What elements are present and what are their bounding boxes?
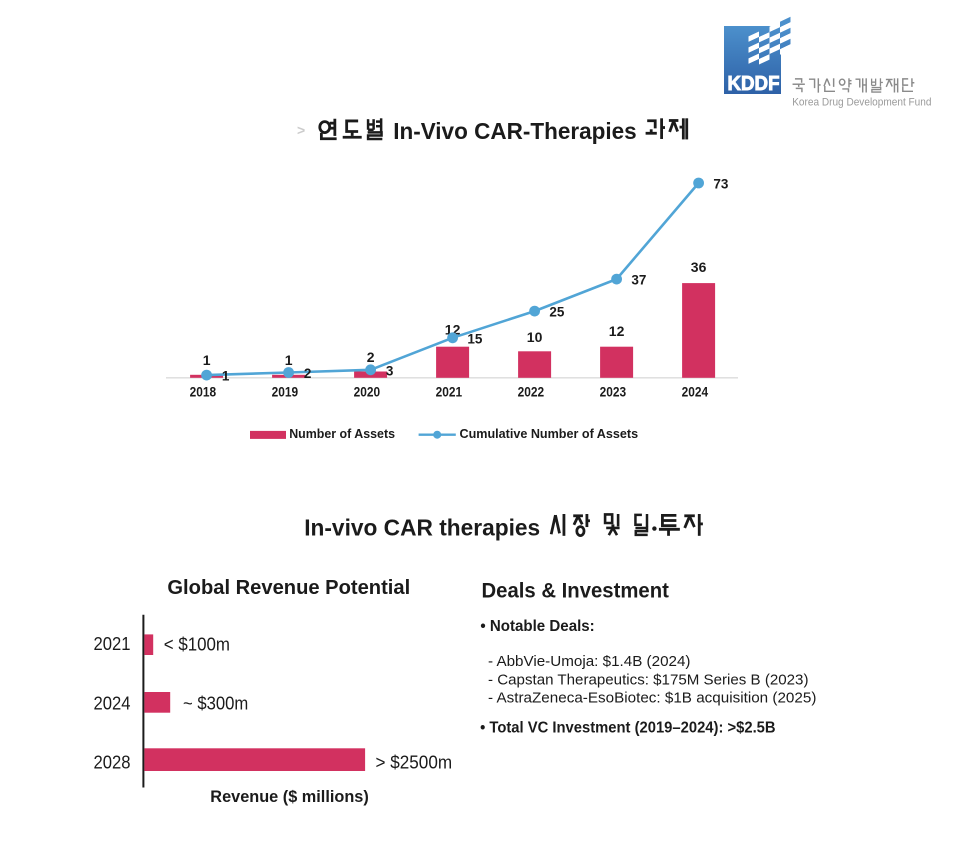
svg-text:2020: 2020: [354, 385, 381, 400]
svg-text:Revenue ($ millions): Revenue ($ millions): [210, 787, 368, 806]
svg-text:2021: 2021: [94, 633, 131, 654]
svg-text:12: 12: [609, 323, 625, 339]
svg-text:Deals & Investment: Deals & Investment: [482, 580, 669, 603]
svg-text:- AstraZeneca-EsoBiotec: $1B a: - AstraZeneca-EsoBiotec: $1B acquisition…: [488, 689, 816, 706]
svg-text:25: 25: [549, 305, 565, 320]
svg-text:2: 2: [367, 349, 375, 365]
svg-text:Global Revenue Potential: Global Revenue Potential: [167, 577, 410, 599]
svg-text:- Capstan Therapeutics: $175M: - Capstan Therapeutics: $175M Series B (…: [488, 671, 809, 688]
svg-text:KDDF: KDDF: [728, 73, 780, 95]
svg-text:3: 3: [386, 363, 394, 378]
svg-text:2024: 2024: [682, 385, 709, 400]
svg-text:1: 1: [285, 352, 293, 368]
svg-text:Korea Drug Development Fund: Korea Drug Development Fund: [792, 97, 931, 109]
svg-text:2023: 2023: [600, 385, 627, 400]
svg-text:- AbbVie-Umoja: $1.4B (2024): - AbbVie-Umoja: $1.4B (2024): [488, 653, 691, 670]
svg-text:• Notable Deals:: • Notable Deals:: [480, 618, 594, 635]
svg-text:Number of Assets: Number of Assets: [289, 426, 395, 441]
svg-text:2: 2: [304, 366, 312, 381]
svg-text:10: 10: [527, 329, 543, 345]
svg-text:In-vivo CAR therapies: In-vivo CAR therapies: [304, 515, 540, 541]
svg-text:12: 12: [445, 322, 461, 338]
svg-text:> $2500m: > $2500m: [376, 752, 453, 773]
svg-text:15: 15: [467, 331, 483, 346]
svg-text:2021: 2021: [436, 385, 463, 400]
svg-text:2022: 2022: [518, 385, 545, 400]
svg-text:2024: 2024: [94, 692, 131, 713]
svg-text:1: 1: [203, 352, 211, 368]
svg-text:2018: 2018: [190, 385, 217, 400]
svg-text:~ $300m: ~ $300m: [183, 693, 248, 714]
svg-text:In-Vivo CAR-Therapies: In-Vivo CAR-Therapies: [393, 118, 637, 144]
svg-text:• Total VC Investment (2019–20: • Total VC Investment (2019–2024): >$2.5…: [480, 720, 775, 737]
svg-text:2019: 2019: [272, 385, 299, 400]
svg-text:< $100m: < $100m: [164, 633, 230, 654]
svg-text:36: 36: [691, 259, 707, 275]
svg-text:1: 1: [222, 369, 230, 384]
svg-text:73: 73: [713, 177, 729, 192]
svg-text:37: 37: [631, 273, 646, 288]
svg-text:2028: 2028: [94, 751, 131, 772]
svg-text:Cumulative Number of Assets: Cumulative Number of Assets: [460, 426, 639, 441]
svg-text:>: >: [297, 122, 305, 138]
